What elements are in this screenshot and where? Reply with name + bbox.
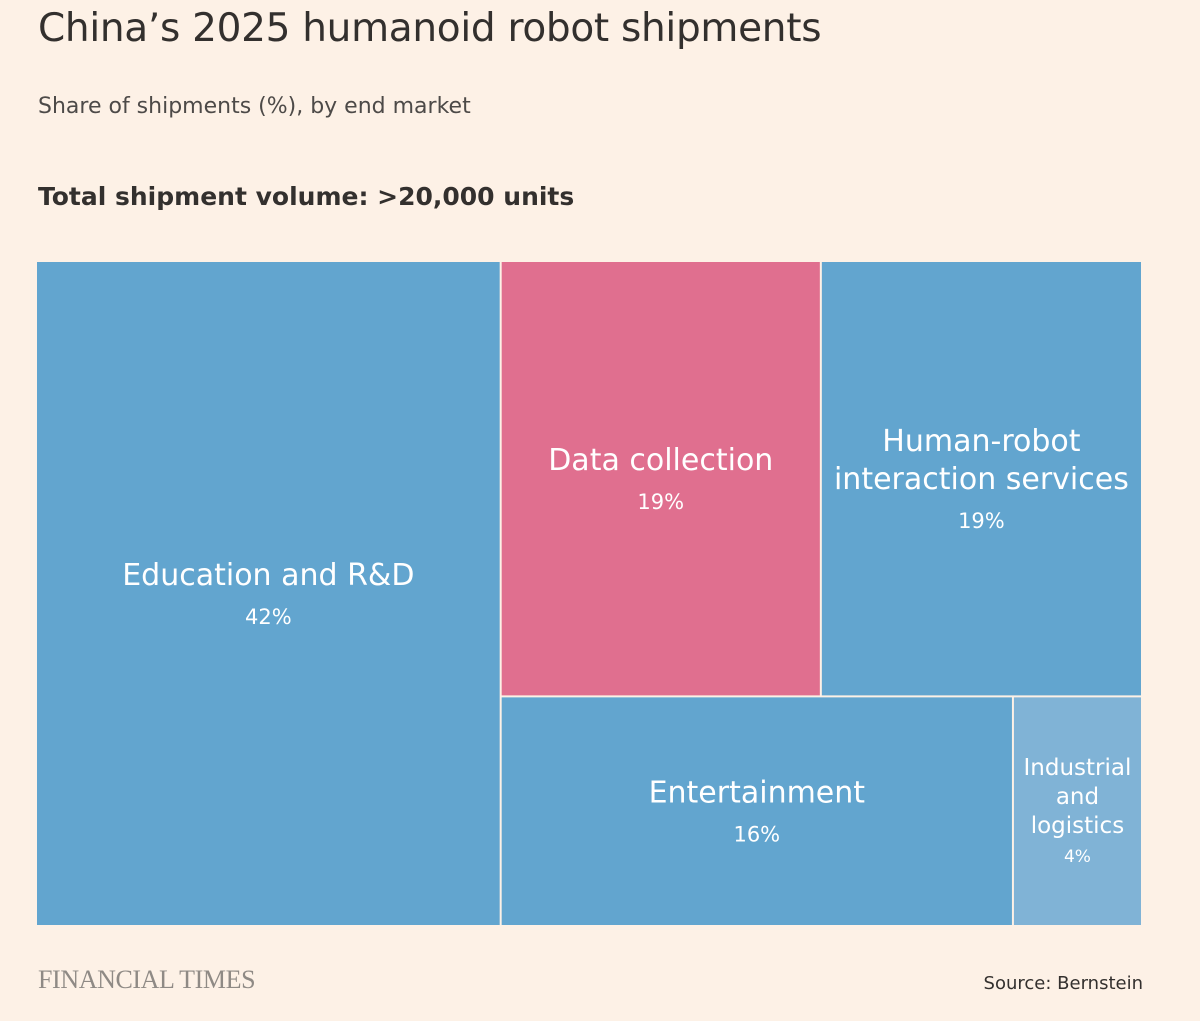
treemap-label-data-collection: Data collection bbox=[548, 443, 773, 478]
treemap-cell-education-and-randd bbox=[37, 262, 500, 925]
treemap-label-education-and-randd: Education and R&D bbox=[122, 558, 414, 593]
treemap-cell-data-collection bbox=[501, 262, 820, 696]
treemap-label-industrial-and-logistics-line-2: and bbox=[1056, 784, 1099, 810]
treemap-cell-human-robot-interaction-services bbox=[821, 262, 1141, 696]
financial-times-logo: FINANCIAL TIMES bbox=[38, 965, 256, 994]
treemap-label-industrial-and-logistics-line-1: Industrial bbox=[1024, 755, 1132, 781]
treemap-svg: Education and R&D 42% Data collection 19% Hu… bbox=[37, 262, 1141, 925]
treemap-cell-entertainment bbox=[501, 697, 1012, 925]
treemap-value-industrial-and-logistics: 4% bbox=[1064, 847, 1091, 867]
treemap-label-industrial-and-logistics-line-3: logistics bbox=[1031, 813, 1124, 839]
treemap-chart: Education and R&D 42% Data collection 19% Hu… bbox=[37, 262, 1141, 925]
treemap-label-human-robot-interaction-services-line-2: interaction services bbox=[834, 462, 1129, 497]
chart-title: China’s 2025 humanoid robot shipments bbox=[38, 6, 822, 51]
total-volume-label: Total shipment volume: >20,000 units bbox=[38, 182, 575, 211]
treemap-label-human-robot-interaction-services-line-1: Human-robot bbox=[882, 424, 1080, 459]
treemap-value-data-collection: 19% bbox=[637, 490, 684, 514]
treemap-label-entertainment: Entertainment bbox=[649, 776, 866, 811]
source-note: Source: Bernstein bbox=[983, 973, 1143, 994]
treemap-cell-industrial-and-logistics bbox=[1013, 697, 1141, 925]
chart-subtitle: Share of shipments (%), by end market bbox=[38, 94, 471, 119]
treemap-value-education-and-randd: 42% bbox=[245, 605, 292, 629]
treemap-value-entertainment: 16% bbox=[733, 823, 780, 847]
treemap-value-human-robot-interaction-services: 19% bbox=[958, 509, 1005, 533]
